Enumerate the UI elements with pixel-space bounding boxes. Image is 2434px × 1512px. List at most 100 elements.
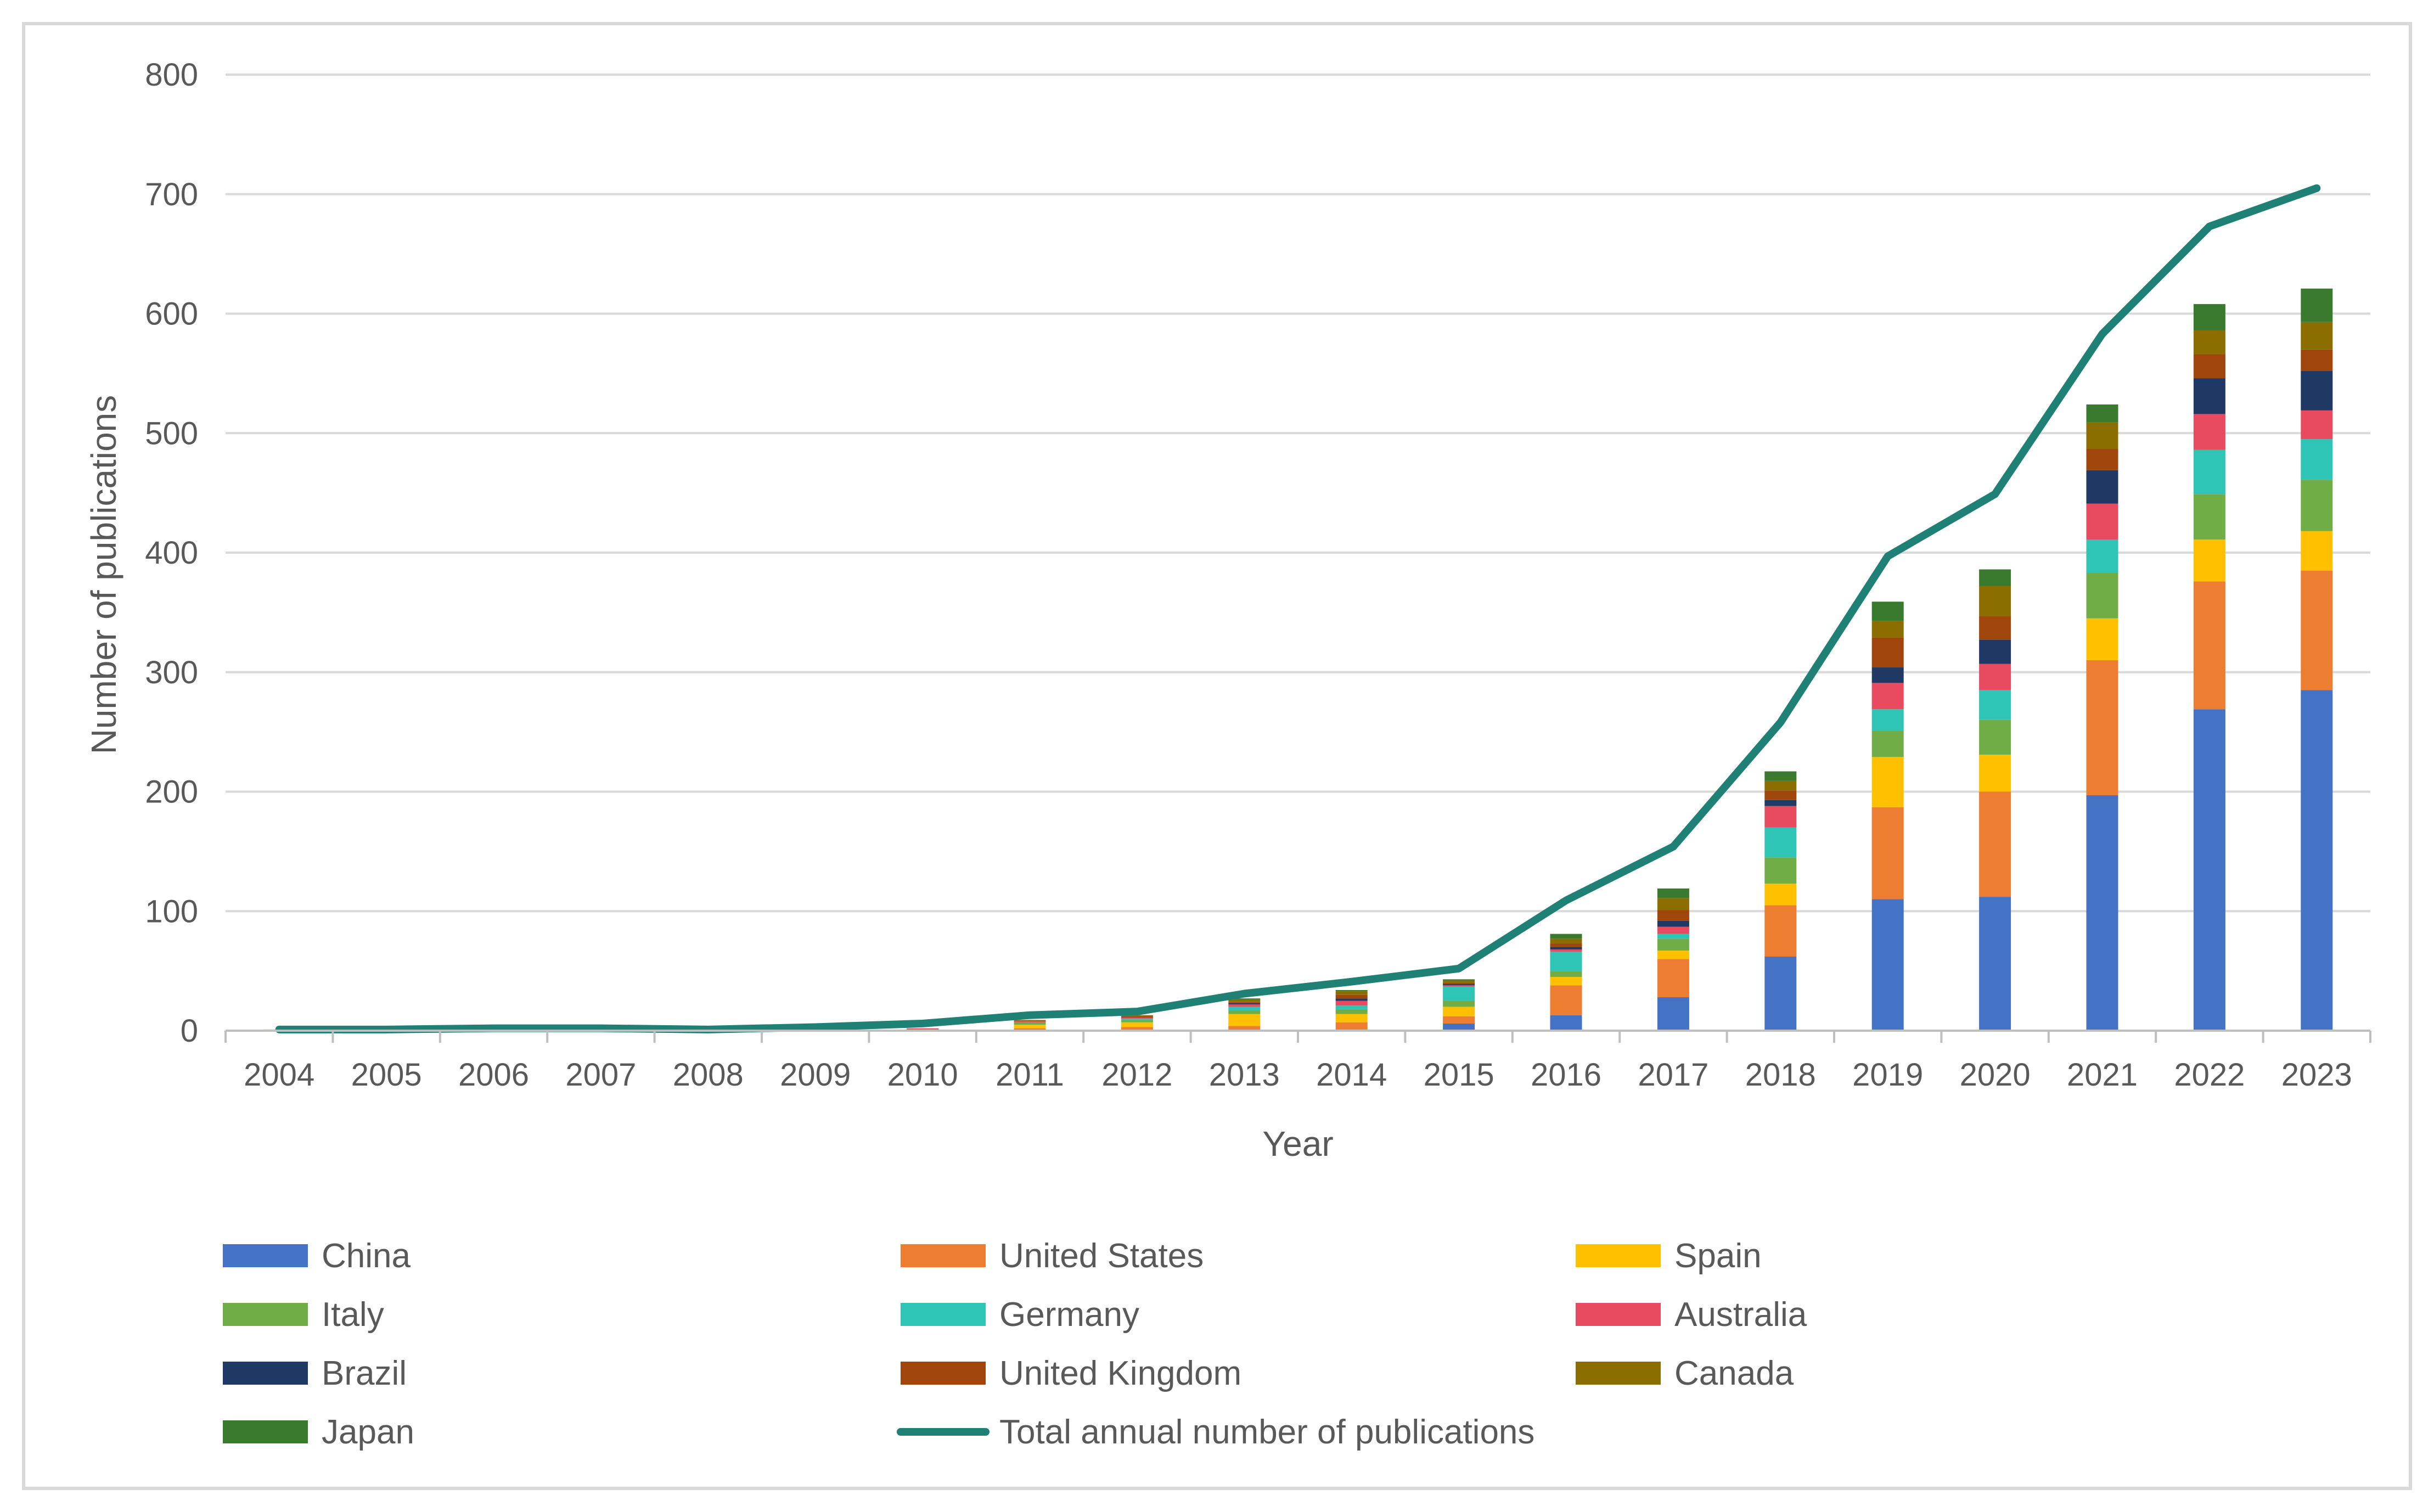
bar-segment [2301, 480, 2333, 531]
bar-segment [1228, 999, 1261, 1002]
bar-segment [1443, 986, 1475, 1001]
x-tick-label: 2014 [1316, 1057, 1387, 1093]
bar-segment [1121, 1018, 1153, 1019]
bar-segment [1443, 982, 1475, 985]
bar-segment [1443, 979, 1475, 981]
x-tick-label: 2008 [673, 1057, 744, 1093]
bar-segment [1228, 1007, 1261, 1010]
bar-segment [1443, 1016, 1475, 1024]
x-tick-label: 2015 [1424, 1057, 1494, 1093]
bar-segment [2193, 581, 2225, 710]
bar-segment [2301, 410, 2333, 440]
legend-label: Italy [322, 1296, 384, 1334]
bar-segment [2086, 660, 2118, 796]
legend-label: China [322, 1237, 411, 1275]
x-axis-title: Year [1262, 1124, 1333, 1163]
bar-segment [1014, 1028, 1046, 1031]
bar-segment [1550, 971, 1582, 977]
bar-segment [1335, 991, 1368, 995]
stacked-bars [263, 288, 2333, 1031]
bar-segment [1228, 1003, 1261, 1005]
bar-segment [2086, 573, 2118, 619]
bar-segment [1014, 1020, 1046, 1021]
legend-label: Australia [1674, 1296, 1807, 1334]
bar-segment [1764, 827, 1797, 858]
bar-segment [1764, 800, 1797, 806]
x-tick-label: 2019 [1852, 1057, 1923, 1093]
bar-segment [1121, 1022, 1153, 1027]
bar-segment [1443, 985, 1475, 987]
bar-segment [1335, 998, 1368, 1001]
bar-segment [1550, 952, 1582, 971]
bar-segment [1979, 897, 2011, 1031]
bar-segment [1979, 639, 2011, 664]
bar-segment [1871, 637, 1904, 668]
bar-segment [2086, 470, 2118, 504]
bar-segment [2193, 539, 2225, 582]
bar-segment [2086, 448, 2118, 470]
bar-segment [1871, 757, 1904, 807]
y-tick-label: 600 [145, 296, 198, 332]
y-tick-label: 700 [145, 177, 198, 212]
legend: China United States Spain Italy Germany Austr… [223, 1237, 1807, 1451]
bar-segment [1979, 569, 2011, 586]
bar-segment [1335, 1014, 1368, 1022]
bar-segment [1657, 920, 1689, 927]
x-tick-label: 2005 [351, 1057, 422, 1093]
y-tick-label: 100 [145, 893, 198, 929]
total-publications-line [275, 184, 2321, 1033]
y-tick-label: 0 [181, 1013, 198, 1049]
legend-label: Spain [1674, 1237, 1762, 1275]
bar-segment [1443, 1023, 1475, 1031]
bar-segment [1871, 709, 1904, 731]
bar-segment [1657, 898, 1689, 910]
bar-segment [2193, 449, 2225, 494]
x-tick-label: 2020 [1960, 1057, 2031, 1093]
x-tick-label: 2011 [996, 1057, 1064, 1093]
bar-segment [1979, 616, 2011, 640]
bar-segment [1014, 1021, 1046, 1022]
bar-segment [1764, 857, 1797, 884]
bar-segment [1979, 791, 2011, 897]
bar-segment [1871, 730, 1904, 757]
bar-segment [1764, 956, 1797, 1031]
bar-segment [1657, 951, 1689, 959]
bar-segment [1121, 1019, 1153, 1020]
x-tick-label: 2021 [2067, 1057, 2138, 1093]
bar-segment [2086, 404, 2118, 423]
bar-segment [1764, 884, 1797, 906]
bar-segment [1550, 938, 1582, 944]
bar-segment [2086, 503, 2118, 540]
bar-segment [1335, 994, 1368, 999]
bar-segment [2193, 709, 2225, 1031]
total-line [275, 184, 2321, 1033]
legend-label: Total annual number of publications [999, 1413, 1534, 1451]
axes: 0 100 200 300 400 500 600 700 800 2004 2005 2006 200… [145, 57, 2371, 1093]
bar-segment [1228, 1010, 1261, 1014]
legend-swatch [223, 1420, 308, 1443]
x-tick-label: 2006 [458, 1057, 529, 1093]
bar-segment [1550, 947, 1582, 949]
x-tick-label: 2017 [1638, 1057, 1708, 1093]
bar-segment [1657, 926, 1689, 934]
bar-segment [2193, 304, 2225, 330]
y-tick-label: 400 [145, 535, 198, 571]
bar-segment [1014, 1022, 1046, 1025]
legend-swatch [1576, 1362, 1661, 1385]
legend-label: Canada [1674, 1354, 1794, 1392]
bar-segment [1121, 1016, 1153, 1018]
bar-segment [2086, 539, 2118, 574]
chart-frame: 0 100 200 300 400 500 600 700 800 2004 2005 2006 200… [22, 22, 2412, 1490]
bar-segment [1871, 667, 1904, 683]
bar-segment [1979, 720, 2011, 755]
bar-segment [1335, 990, 1368, 992]
x-tick-label: 2012 [1101, 1057, 1172, 1093]
legend-swatch [223, 1244, 308, 1267]
bar-segment [1121, 1015, 1153, 1016]
bar-segment [1871, 683, 1904, 710]
bar-segment [2301, 531, 2333, 571]
bar-segment [1764, 780, 1797, 791]
bar-segment [1228, 998, 1261, 1000]
bar-segment [1228, 1002, 1261, 1003]
bar-segment [2193, 354, 2225, 379]
